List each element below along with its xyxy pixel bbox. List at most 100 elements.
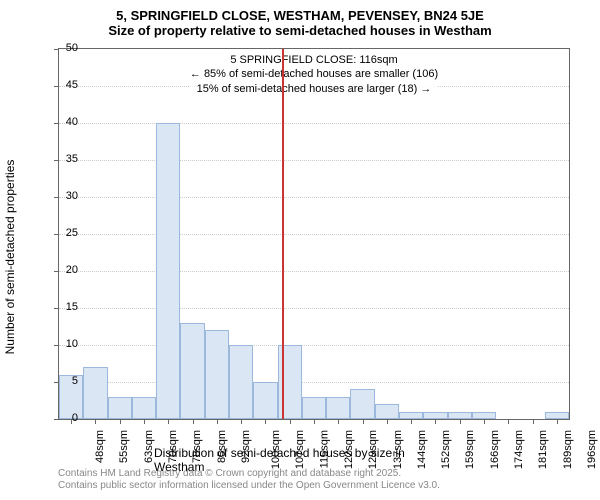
- footer-line1: Contains HM Land Registry data © Crown c…: [58, 468, 440, 480]
- x-tick-mark: [265, 419, 266, 424]
- histogram-bar: [399, 412, 423, 419]
- x-tick-mark: [290, 419, 291, 424]
- y-tick-label: 35: [66, 153, 78, 165]
- histogram-bar: [108, 397, 132, 419]
- x-tick-label: 78sqm: [191, 430, 203, 463]
- x-tick-label: 137sqm: [392, 430, 404, 469]
- x-tick-label: 107sqm: [295, 430, 307, 469]
- x-tick-label: 92sqm: [240, 430, 252, 463]
- y-tick-label: 45: [66, 79, 78, 91]
- y-tick-label: 5: [72, 375, 78, 387]
- chart-title-desc: Size of property relative to semi-detach…: [8, 23, 592, 38]
- x-tick-mark: [338, 419, 339, 424]
- x-tick-mark: [363, 419, 364, 424]
- y-tick-label: 50: [66, 42, 78, 54]
- histogram-bar: [278, 345, 302, 419]
- gridline: [59, 123, 569, 125]
- x-tick-label: 189sqm: [562, 430, 574, 469]
- histogram-bar: [83, 367, 107, 419]
- y-tick-label: 15: [66, 301, 78, 313]
- x-tick-mark: [168, 419, 169, 424]
- y-tick-label: 25: [66, 227, 78, 239]
- histogram-bar: [180, 323, 204, 419]
- histogram-bar: [545, 412, 569, 419]
- x-tick-label: 63sqm: [143, 430, 155, 463]
- y-tick-label: 30: [66, 190, 78, 202]
- gridline: [59, 308, 569, 310]
- y-tick-mark: [54, 234, 59, 235]
- annotation-line2: ← 85% of semi-detached houses are smalle…: [190, 67, 438, 81]
- histogram-bar: [253, 382, 277, 419]
- x-tick-mark: [557, 419, 558, 424]
- histogram-bar: [423, 412, 447, 419]
- gridline: [59, 271, 569, 273]
- x-tick-label: 181sqm: [537, 430, 549, 469]
- x-tick-mark: [411, 419, 412, 424]
- x-tick-label: 174sqm: [513, 430, 525, 469]
- y-tick-label: 40: [66, 116, 78, 128]
- y-tick-mark: [54, 49, 59, 50]
- gridline: [59, 382, 569, 384]
- histogram-bar: [229, 345, 253, 419]
- x-tick-label: 122sqm: [343, 430, 355, 469]
- marker-line: [282, 49, 284, 419]
- x-tick-mark: [387, 419, 388, 424]
- x-tick-mark: [435, 419, 436, 424]
- x-tick-label: 166sqm: [489, 430, 501, 469]
- plot-area: 5 SPRINGFIELD CLOSE: 116sqm ← 85% of sem…: [58, 48, 570, 420]
- histogram-bar: [156, 123, 180, 419]
- x-tick-label: 115sqm: [318, 430, 330, 468]
- y-tick-label: 0: [72, 412, 78, 424]
- x-tick-mark: [193, 419, 194, 424]
- histogram-bar: [326, 397, 350, 419]
- x-tick-mark: [144, 419, 145, 424]
- x-tick-label: 196sqm: [586, 430, 598, 469]
- x-tick-mark: [508, 419, 509, 424]
- histogram-bar: [472, 412, 496, 419]
- x-tick-mark: [484, 419, 485, 424]
- x-tick-label: 85sqm: [216, 430, 228, 463]
- y-tick-mark: [54, 123, 59, 124]
- gridline: [59, 234, 569, 236]
- histogram-bar: [302, 397, 326, 419]
- x-tick-label: 159sqm: [465, 430, 477, 469]
- histogram-bar: [375, 404, 399, 419]
- annotation-line3: 15% of semi-detached houses are larger (…: [190, 82, 438, 96]
- x-tick-mark: [460, 419, 461, 424]
- x-tick-label: 144sqm: [416, 430, 428, 469]
- y-tick-mark: [54, 345, 59, 346]
- y-tick-mark: [54, 86, 59, 87]
- x-tick-mark: [217, 419, 218, 424]
- histogram-bar: [205, 330, 229, 419]
- chart-footer: Contains HM Land Registry data © Crown c…: [58, 468, 440, 492]
- footer-line2: Contains public sector information licen…: [58, 480, 440, 492]
- x-tick-mark: [95, 419, 96, 424]
- x-tick-label: 48sqm: [94, 430, 106, 463]
- x-tick-label: 129sqm: [367, 430, 379, 469]
- marker-annotation: 5 SPRINGFIELD CLOSE: 116sqm ← 85% of sem…: [190, 53, 438, 96]
- annotation-line1: 5 SPRINGFIELD CLOSE: 116sqm: [190, 53, 438, 67]
- x-tick-mark: [314, 419, 315, 424]
- gridline: [59, 345, 569, 347]
- x-tick-label: 152sqm: [440, 430, 452, 469]
- histogram-bar: [448, 412, 472, 419]
- y-tick-mark: [54, 160, 59, 161]
- y-tick-mark: [54, 308, 59, 309]
- histogram-bar: [132, 397, 156, 419]
- x-tick-mark: [120, 419, 121, 424]
- y-tick-label: 10: [66, 338, 78, 350]
- histogram-bar: [350, 389, 374, 419]
- y-axis-label: Number of semi-detached properties: [3, 160, 17, 355]
- y-tick-label: 20: [66, 264, 78, 276]
- gridline: [59, 160, 569, 162]
- chart-title-address: 5, SPRINGFIELD CLOSE, WESTHAM, PEVENSEY,…: [8, 8, 592, 23]
- x-tick-mark: [241, 419, 242, 424]
- gridline: [59, 197, 569, 199]
- y-tick-mark: [54, 419, 59, 420]
- x-tick-label: 55sqm: [118, 430, 130, 463]
- x-tick-label: 100sqm: [270, 430, 282, 469]
- x-tick-label: 70sqm: [167, 430, 179, 463]
- y-tick-mark: [54, 271, 59, 272]
- chart-container: 5, SPRINGFIELD CLOSE, WESTHAM, PEVENSEY,…: [8, 8, 592, 492]
- y-tick-mark: [54, 197, 59, 198]
